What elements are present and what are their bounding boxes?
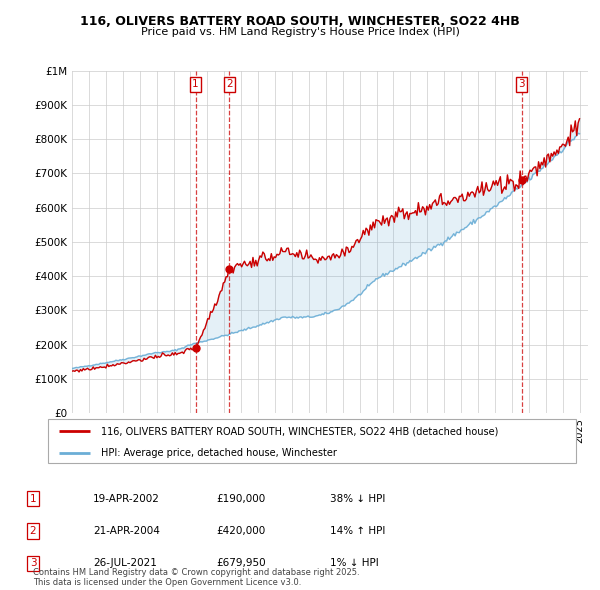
Text: 2: 2: [29, 526, 37, 536]
Text: 1: 1: [192, 80, 199, 90]
Text: 14% ↑ HPI: 14% ↑ HPI: [330, 526, 385, 536]
Text: 1% ↓ HPI: 1% ↓ HPI: [330, 559, 379, 568]
Text: Contains HM Land Registry data © Crown copyright and database right 2025.
This d: Contains HM Land Registry data © Crown c…: [33, 568, 359, 587]
Text: 1: 1: [29, 494, 37, 503]
Text: 26-JUL-2021: 26-JUL-2021: [93, 559, 157, 568]
Text: 3: 3: [29, 559, 37, 568]
Text: 3: 3: [518, 80, 525, 90]
Text: 38% ↓ HPI: 38% ↓ HPI: [330, 494, 385, 503]
Text: 116, OLIVERS BATTERY ROAD SOUTH, WINCHESTER, SO22 4HB (detached house): 116, OLIVERS BATTERY ROAD SOUTH, WINCHES…: [101, 427, 498, 436]
Text: 2: 2: [226, 80, 233, 90]
Text: 116, OLIVERS BATTERY ROAD SOUTH, WINCHESTER, SO22 4HB: 116, OLIVERS BATTERY ROAD SOUTH, WINCHES…: [80, 15, 520, 28]
Text: 21-APR-2004: 21-APR-2004: [93, 526, 160, 536]
Text: HPI: Average price, detached house, Winchester: HPI: Average price, detached house, Winc…: [101, 448, 337, 458]
Text: £679,950: £679,950: [216, 559, 266, 568]
Text: Price paid vs. HM Land Registry's House Price Index (HPI): Price paid vs. HM Land Registry's House …: [140, 27, 460, 37]
Text: 19-APR-2002: 19-APR-2002: [93, 494, 160, 503]
Text: £420,000: £420,000: [216, 526, 265, 536]
FancyBboxPatch shape: [48, 419, 576, 463]
Text: £190,000: £190,000: [216, 494, 265, 503]
